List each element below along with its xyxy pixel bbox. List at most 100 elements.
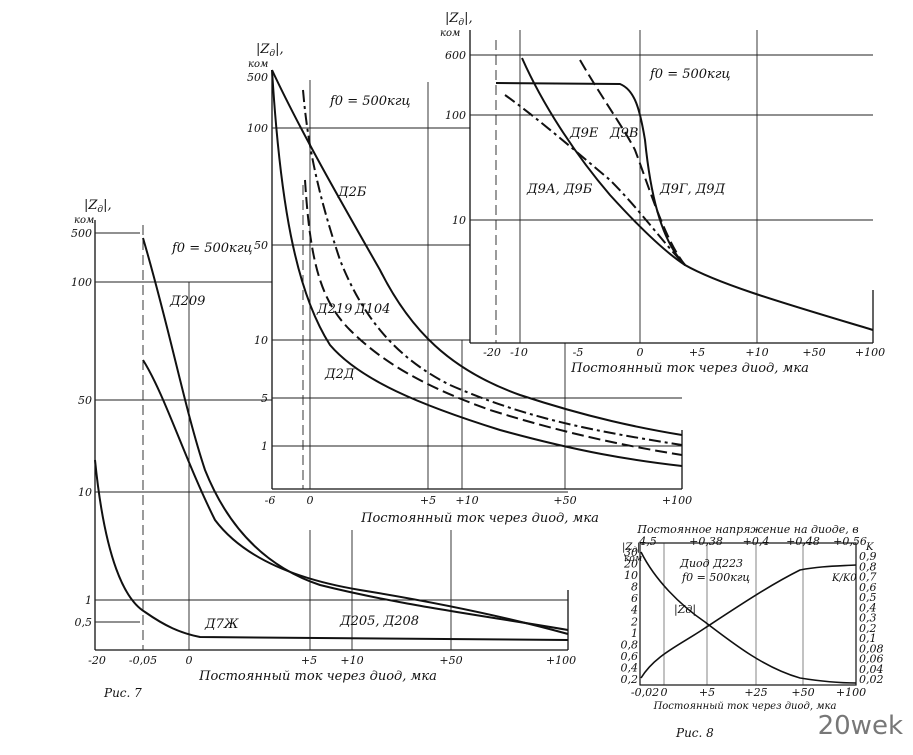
b-series-2-label: Д104 xyxy=(354,302,390,317)
c-xtick-0: -20 xyxy=(483,346,501,359)
panel-b-yticks: 500 100 50 10 5 1 xyxy=(247,71,268,453)
panel-c: 600 100 10 |Zд|, ком -20 -10 -5 0 +5 +10… xyxy=(440,11,885,376)
b-series-3-label: Д2Д xyxy=(324,367,355,382)
panel-a-yticks: 500 100 50 10 1 0,5 xyxy=(71,227,92,629)
d-y2tick-10: 0,06 xyxy=(859,653,884,666)
d-ytick-1: 20 xyxy=(623,558,638,571)
a-xlabel: Постоянный ток через диод, мка xyxy=(198,669,437,684)
panel-d-y2ticks: 0,90,80,70,60,50,40,30,20,10,080,060,040… xyxy=(859,550,884,686)
b-yunit: ком xyxy=(248,59,268,70)
curve-d9e xyxy=(495,82,874,331)
a-series-2-label: Д7Ж xyxy=(204,617,239,632)
a-xtick-2: 0 xyxy=(186,654,193,667)
curve-d9ab xyxy=(504,94,686,266)
b-xtick-5: +100 xyxy=(662,494,692,507)
c-xtick-4: +5 xyxy=(689,346,705,359)
d-ytick-8: 0,8 xyxy=(621,638,639,651)
d-ytick-6: 2 xyxy=(630,615,638,628)
watermark: 20wek xyxy=(817,711,903,741)
curve-d9gd xyxy=(521,57,686,266)
a-ytick-5: 0,5 xyxy=(75,616,93,629)
a-ytick-1: 100 xyxy=(71,276,92,289)
panel-d: Постоянное напряжение на диоде, в 4,5 +0… xyxy=(621,523,884,740)
b-ytick-4: 5 xyxy=(261,392,268,405)
d-xtick-5: +100 xyxy=(836,686,866,699)
d-x2tick-4: +0,56 xyxy=(833,535,867,548)
d-y2tick-0: 0,9 xyxy=(859,550,877,563)
c-series-3-label: Д9Г, Д9Д xyxy=(659,182,726,197)
c-ytick-1: 100 xyxy=(445,109,466,122)
d-y2tick-1: 0,8 xyxy=(859,560,877,573)
d-ytick-5: 4 xyxy=(630,604,638,617)
c-series-2-label: Д9А, Д9Б xyxy=(526,182,593,197)
curve-d9v xyxy=(579,59,686,266)
panel-c-frame xyxy=(469,30,874,344)
panel-c-yticks: 600 100 10 xyxy=(445,49,466,227)
d-xtick-1: 0 xyxy=(661,686,668,699)
b-xtick-0: -6 xyxy=(265,494,276,507)
b-ytick-2: 50 xyxy=(254,239,268,252)
b-xtick-2: +5 xyxy=(420,494,436,507)
d-xtick-2: +5 xyxy=(699,686,715,699)
b-xtick-1: 0 xyxy=(307,494,314,507)
a-ylabel: |Zд|, xyxy=(84,198,112,215)
a-xtick-4: +10 xyxy=(340,654,363,667)
panel-d-frame xyxy=(639,542,857,686)
b-ytick-1: 100 xyxy=(247,122,268,135)
d-y2tick-5: 0,4 xyxy=(859,601,877,614)
curve-d205 xyxy=(142,359,569,635)
a-xtick-3: +5 xyxy=(301,654,317,667)
a-xtick-6: +100 xyxy=(546,654,576,667)
panel-a-xticks: -20 -0,05 0 +5 +10 +50 +100 xyxy=(88,654,576,667)
caption-fig8: Рис. 8 xyxy=(675,726,714,740)
c-xlabel: Постоянный ток через диод, мка xyxy=(570,361,809,376)
d-y2tick-6: 0,3 xyxy=(859,612,877,625)
d-ytick-4: 6 xyxy=(631,592,638,605)
a-xtick-1: -0,05 xyxy=(129,654,157,667)
b-ylabel: |Zд|, xyxy=(256,42,284,59)
d-y2tick-12: 0,02 xyxy=(859,673,884,686)
d-y2tick-11: 0,04 xyxy=(859,663,884,676)
b-xlabel: Постоянный ток через диод, мка xyxy=(360,511,599,526)
curve-d2b xyxy=(271,69,683,436)
c-xtick-6: +50 xyxy=(802,346,825,359)
a-series-1-label: Д205, Д208 xyxy=(339,614,419,629)
c-series-1-label: Д9В xyxy=(609,126,638,141)
b-xtick-4: +50 xyxy=(553,494,576,507)
b-series-0-label: Д2Б xyxy=(337,185,367,200)
a-annotation: f0 = 500кгц xyxy=(171,241,252,256)
c-xtick-2: -5 xyxy=(573,346,584,359)
d-x2tick-0: 4,5 xyxy=(638,535,657,548)
c-series-0-label: Д9Е xyxy=(569,126,599,141)
c-ytick-0: 600 xyxy=(445,49,466,62)
d-x2label: Постоянное напряжение на диоде, в xyxy=(636,523,858,536)
c-annotation: f0 = 500кгц xyxy=(649,67,730,82)
a-series-0-label: Д209 xyxy=(169,294,205,309)
b-ytick-5: 1 xyxy=(261,440,268,453)
d-ytick-2: 10 xyxy=(624,569,638,582)
panel-c-xticks: -20 -10 -5 0 +5 +10 +50 +100 xyxy=(483,346,885,359)
panel-a: 500 100 50 10 1 0,5 |Zд|, ком -20 -0,05 … xyxy=(71,198,576,700)
curve-d223-k xyxy=(640,564,857,679)
curve-d223-z xyxy=(640,551,857,684)
a-ytick-4: 1 xyxy=(85,594,92,607)
d-x2tick-3: +0,48 xyxy=(786,535,820,548)
d-y2tick-8: 0,1 xyxy=(859,632,877,645)
d-series-0-label: |Zд| xyxy=(674,603,696,617)
curve-d7zh xyxy=(94,459,569,641)
c-xtick-1: -10 xyxy=(510,346,528,359)
a-ytick-2: 50 xyxy=(78,394,92,407)
d-y2tick-2: 0,7 xyxy=(859,571,877,584)
a-ytick-0: 500 xyxy=(71,227,92,240)
d-y2tick-7: 0,2 xyxy=(859,622,877,635)
b-series-1-label: Д219 xyxy=(316,302,352,317)
panel-d-grid xyxy=(663,543,804,685)
d-annotation: f0 = 500кгц xyxy=(681,571,750,584)
d-ytick-7: 1 xyxy=(631,627,638,640)
panel-b-frame xyxy=(271,70,683,490)
d-ytick-10: 0,4 xyxy=(621,661,639,674)
d-xtick-3: +25 xyxy=(744,686,767,699)
a-xtick-5: +50 xyxy=(439,654,462,667)
